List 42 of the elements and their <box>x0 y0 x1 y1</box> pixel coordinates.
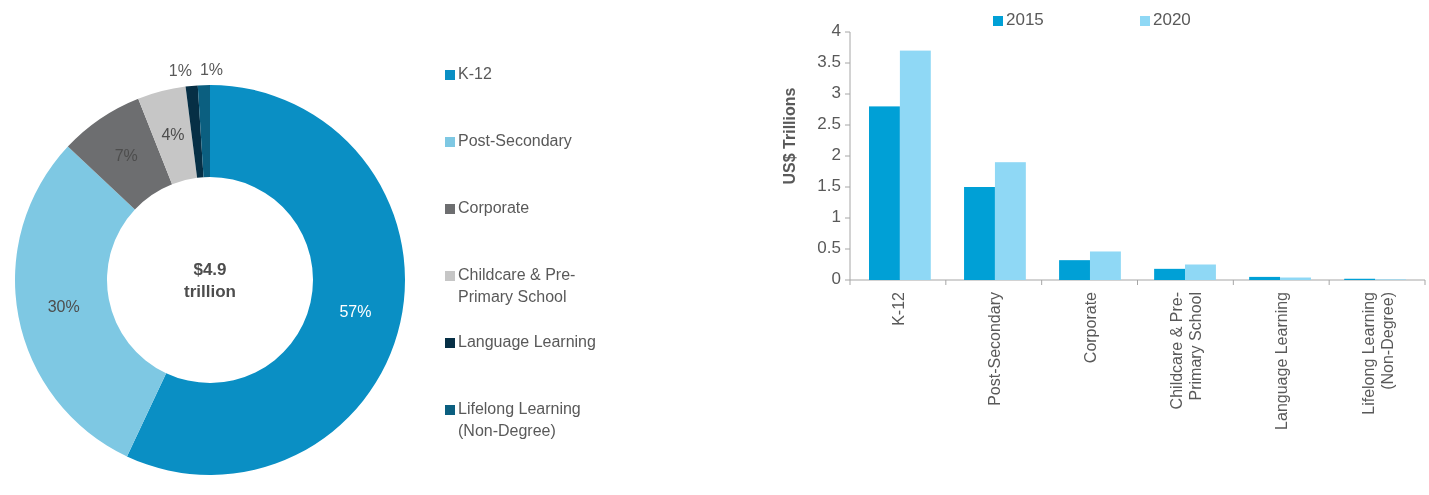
y-tick-label: 2 <box>831 145 841 165</box>
y-tick-label: 0.5 <box>817 238 841 258</box>
legend-label: Lifelong Learning (Non-Degree) <box>458 400 581 440</box>
donut-slice <box>197 85 210 178</box>
legend-label: K-12 <box>458 65 492 83</box>
x-tick-label: Post-Secondary <box>985 292 1003 406</box>
bar <box>964 187 995 280</box>
x-tick-label: Language Learning <box>1273 292 1291 430</box>
legend-label: Corporate <box>458 199 530 217</box>
x-tick-label: Lifelong Learning (Non-Degree) <box>1359 292 1396 415</box>
bar <box>994 162 1026 280</box>
legend-label: 2020 <box>1153 10 1191 30</box>
data-label: 1% <box>168 62 192 80</box>
y-tick-label: 3 <box>831 83 841 103</box>
y-axis-title: US$ Trillions <box>781 87 798 185</box>
x-tick-label: K-12 <box>889 291 907 326</box>
bar <box>1059 260 1090 280</box>
bar <box>1154 268 1186 280</box>
y-tick-label: 4 <box>831 21 841 41</box>
donut-slice <box>15 146 167 457</box>
y-tick-label: 1.5 <box>817 176 841 196</box>
legend-label: 2015 <box>1006 10 1044 30</box>
data-label: 1% <box>199 61 223 79</box>
x-tick-label: Childcare & Pre-Primary School <box>1167 292 1204 410</box>
bar <box>869 106 900 280</box>
x-tick-label: Corporate <box>1081 291 1099 364</box>
legend-label: Post-Secondary <box>458 132 572 150</box>
data-label: 57% <box>339 302 372 320</box>
y-tick-label: 3.5 <box>817 52 841 72</box>
donut-slice <box>185 85 204 178</box>
data-label: 4% <box>161 125 185 143</box>
legend-label: Childcare & Pre-Primary School <box>458 266 576 306</box>
bar <box>1089 251 1121 280</box>
bar <box>1249 276 1281 280</box>
text: $4.9 trillion <box>184 260 236 301</box>
bar <box>899 50 931 280</box>
bar <box>1185 264 1216 280</box>
y-tick-label: 0 <box>831 269 841 289</box>
y-tick-label: 2.5 <box>817 114 841 134</box>
y-tick-label: 1 <box>831 207 841 227</box>
donut-slice <box>138 86 198 185</box>
data-label: 30% <box>47 298 80 316</box>
